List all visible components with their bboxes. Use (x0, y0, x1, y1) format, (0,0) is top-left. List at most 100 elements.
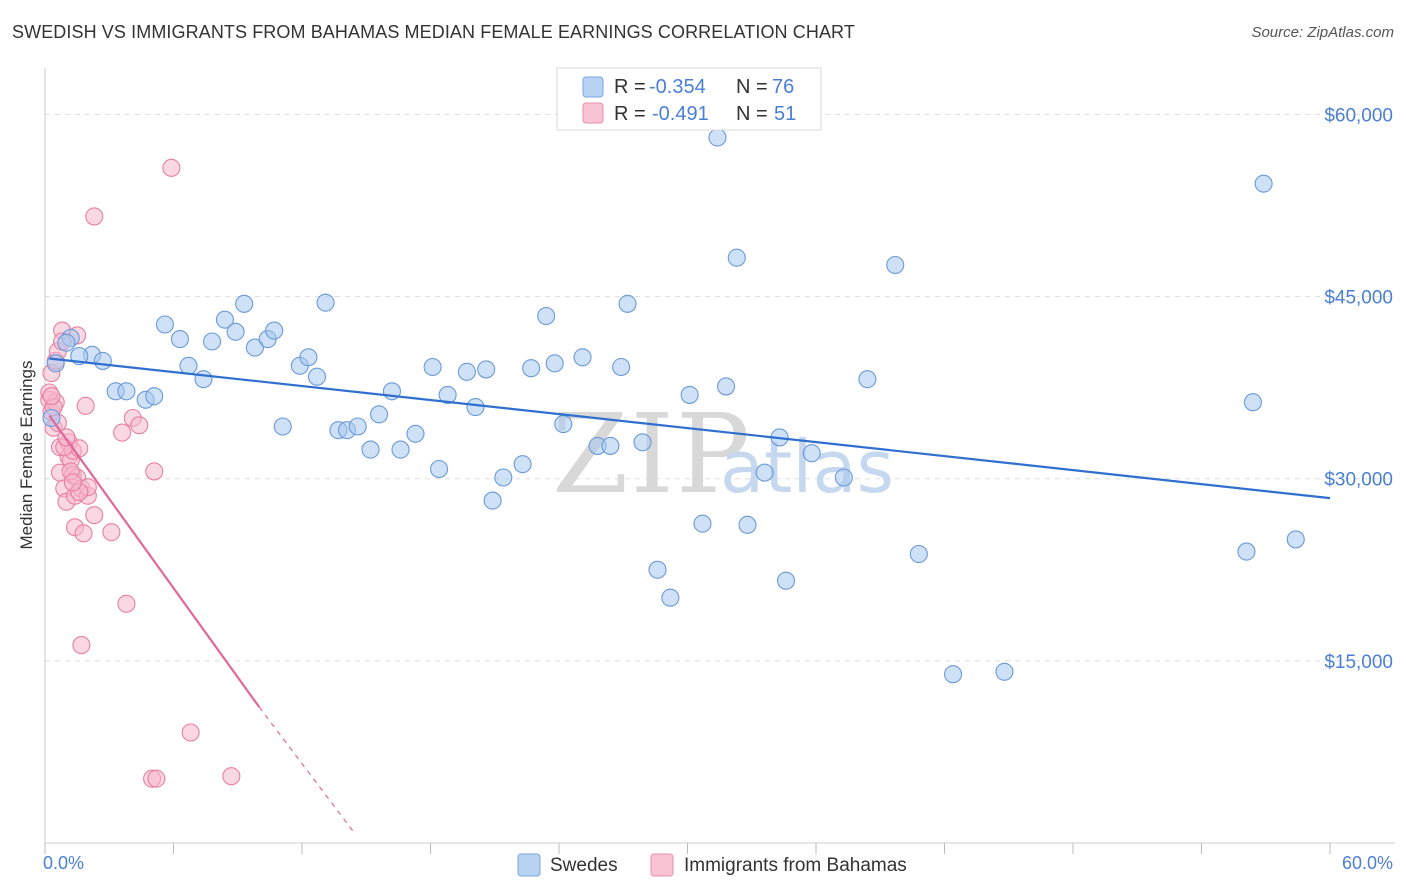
bottom-legend-swatch-bahamas (650, 853, 674, 877)
swedes-point (423, 357, 442, 377)
swedes-point (203, 332, 222, 351)
swedes-point (834, 468, 853, 487)
axes (44, 68, 1395, 854)
swedes-point (601, 436, 620, 455)
swedes-point (370, 405, 389, 424)
y-tick-label: $15,000 (1324, 652, 1393, 673)
bahamas-point (145, 462, 164, 481)
swedes-point (1286, 530, 1305, 549)
chart-title: SWEDISH VS IMMIGRANTS FROM BAHAMAS MEDIA… (12, 22, 855, 42)
swedes-point (545, 354, 564, 373)
swedes-point (430, 459, 449, 479)
y-tick-labels: $15,000 $30,000 $45,000 $60,000 (1324, 105, 1393, 672)
swedes-point (802, 444, 821, 463)
bottom-legend: Swedes Immigrants from Bahamas (517, 853, 907, 877)
legend-r-label-bahamas: R = (614, 103, 646, 125)
swedes-point (273, 417, 292, 436)
swedes-point (513, 455, 532, 474)
x-tick-label-max: 60.0% (1342, 853, 1393, 873)
watermark: ZIP atlas (552, 390, 894, 518)
source-credit: Source: ZipAtlas.com (1251, 24, 1394, 41)
swedes-point (483, 491, 502, 510)
legend-n-label-swedes: N = (736, 76, 768, 98)
bahamas-point (117, 594, 136, 613)
swedes-point (46, 354, 65, 373)
swedes-point (680, 385, 699, 404)
swedes-point (738, 515, 757, 534)
grid-lines (45, 113, 1395, 662)
legend-swatch-swedes (582, 76, 604, 98)
swedes-point (537, 306, 556, 326)
swedes-point (1237, 542, 1256, 561)
swedes-point (909, 544, 928, 564)
bottom-legend-label-bahamas: Immigrants from Bahamas (684, 855, 907, 876)
swedes-point (457, 362, 476, 381)
legend-r-value-swedes: -0.354 (649, 76, 706, 98)
swedes-point (886, 255, 905, 275)
swedes-point (117, 382, 136, 401)
swedes-point (265, 321, 284, 340)
legend-n-value-swedes: 76 (772, 76, 794, 98)
bahamas-point (74, 524, 93, 543)
bahamas-trend-line (48, 414, 261, 708)
legend-r-label-swedes: R = (614, 76, 646, 98)
swedes-point (215, 310, 234, 329)
swedes-point (554, 415, 573, 434)
bahamas-point (181, 723, 200, 742)
swedes-point (522, 359, 541, 378)
swedes-point (1243, 393, 1262, 412)
swedes-point (693, 514, 712, 533)
swedes-point (299, 348, 318, 367)
swedes-point (194, 370, 213, 389)
swedes-point (406, 424, 425, 443)
swedes-point (1254, 174, 1273, 193)
swedes-point (57, 333, 76, 352)
y-axis-label: Median Female Earnings (17, 361, 36, 550)
trend-lines (48, 357, 1331, 835)
bahamas-trend-extension (258, 706, 357, 835)
swedes-point (179, 356, 198, 375)
swedes-point (995, 662, 1014, 681)
swedes-points (42, 128, 1305, 684)
bahamas-point (130, 416, 149, 435)
swedes-point (235, 294, 254, 313)
swedes-point (858, 370, 877, 389)
swedes-point (391, 440, 410, 459)
swedes-point (727, 248, 746, 267)
bahamas-point (42, 387, 61, 406)
swedes-point (170, 330, 189, 349)
swedes-point (155, 315, 174, 334)
swedes-point (361, 440, 380, 459)
swedes-point (618, 294, 637, 313)
swedes-point (944, 665, 963, 684)
swedes-point (316, 293, 335, 312)
swedes-point (648, 560, 667, 579)
swedes-point (612, 357, 631, 377)
bahamas-point (72, 636, 91, 655)
bottom-legend-swatch-swedes (517, 853, 541, 877)
swedes-point (466, 398, 485, 417)
legend-swatch-bahamas (582, 102, 604, 124)
swedes-point (348, 417, 367, 436)
y-tick-label: $60,000 (1324, 105, 1393, 126)
swedes-point (245, 338, 264, 357)
bahamas-points (40, 158, 241, 788)
swedes-point (307, 367, 327, 386)
swedes-point (661, 588, 680, 607)
y-tick-label: $45,000 (1324, 288, 1393, 309)
bahamas-point (85, 207, 104, 226)
legend-r-value-bahamas: -0.491 (652, 103, 709, 125)
watermark-zip: ZIP (552, 390, 752, 518)
x-tick-labels: 0.0% 60.0% (43, 853, 1393, 873)
bahamas-point (147, 769, 166, 788)
swedes-point (716, 377, 736, 396)
bahamas-point (76, 396, 95, 415)
bahamas-point (102, 523, 121, 542)
bahamas-point (85, 506, 104, 525)
legend-n-label-bahamas: N = (736, 103, 768, 125)
swedes-point (755, 463, 774, 482)
swedes-point (708, 128, 727, 147)
legend-n-value-bahamas: 51 (774, 103, 796, 125)
bottom-legend-label-swedes: Swedes (550, 855, 618, 876)
